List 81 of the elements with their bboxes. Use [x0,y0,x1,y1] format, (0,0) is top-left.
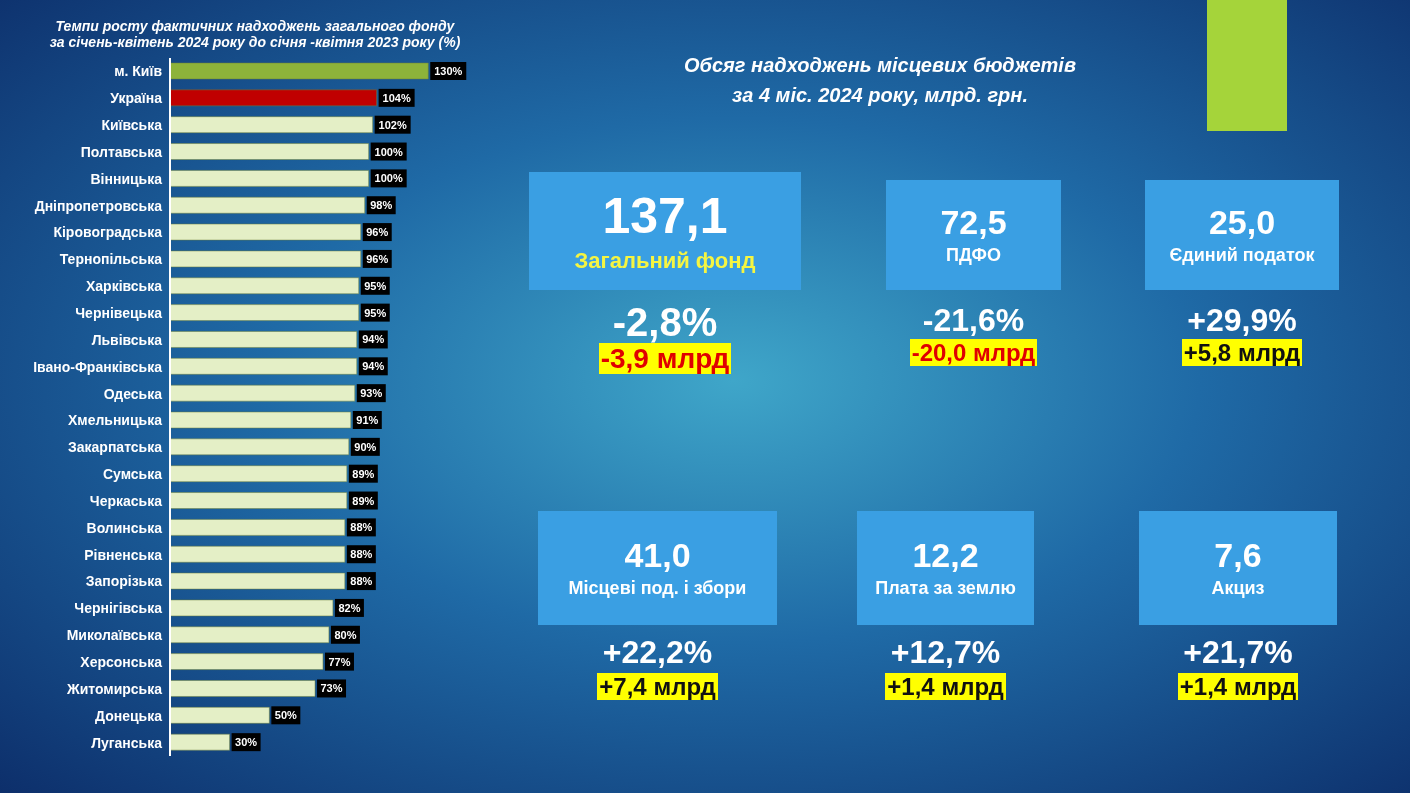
y-tick-label: Київська [101,117,163,134]
text: Загальний фонд [574,247,756,274]
y-tick-label: Вінницька [90,170,163,187]
y-tick-label: Львівська [91,331,163,348]
y-tick-label: Івано-Франківська [33,358,163,375]
text: 12,2 [912,535,979,575]
data-label: 130% [434,65,463,77]
data-label: 94% [362,333,385,346]
y-tick-label: Волинська [86,519,163,536]
data-label: 50% [274,709,298,722]
text: Обсяг надходжень місцевих бюджетів за 4 міс. 2024 року, млрд. грн. [683,53,1077,108]
bar [169,680,316,697]
text: -20,0 млрд [909,339,1038,366]
data-label: 95% [364,306,387,319]
text: Єдиний податок [1169,245,1315,267]
text: 72,5 [940,202,1007,242]
y-tick-label: Дніпропетровська [34,197,163,214]
data-label: 88% [350,548,373,561]
y-tick-label: Запорізька [85,573,163,590]
y-tick-label: Одеська [103,385,163,402]
text: 25,0 [1208,202,1276,242]
data-label: 94% [362,360,385,373]
y-tick-label: Рівненська [84,546,163,563]
text: +29,9% [1186,302,1298,339]
y-tick-label: м. Київ [114,63,163,80]
y-tick-label: Чернігівська [74,600,163,617]
data-label: 100% [374,145,403,158]
y-tick-label: Кіровоградська [53,224,163,241]
text: 137,1 [602,187,728,244]
data-label: 91% [356,414,379,426]
data-label: 88% [350,521,373,534]
y-tick-label: Херсонська [80,654,163,671]
text: -21,6% [921,302,1026,339]
data-label: 96% [366,226,389,239]
data-label: 95% [364,279,387,292]
text: -2,8% [611,300,719,345]
text: +22,2% [601,634,714,671]
data-label: 102% [378,118,407,131]
y-tick-label: Хмельницька [67,412,163,429]
text: -3,9 млрд [598,343,732,374]
y-tick-label: Луганська [91,734,163,751]
text: +21,7% [1182,634,1294,671]
y-tick-label: Україна [110,90,163,107]
data-label: 82% [338,601,361,614]
text: +12,7% [889,634,1002,671]
data-label: 88% [350,575,373,588]
data-label: 104% [382,91,411,104]
data-label: 90% [354,440,377,453]
text: Місцеві под. і збори [568,578,747,600]
data-label: 100% [374,172,403,185]
y-tick-label: Черкаська [89,492,163,509]
text: +5,8 млрд [1181,339,1303,366]
bar [169,653,324,670]
y-tick-label: Донецька [95,707,163,724]
data-label: 89% [352,494,375,507]
y-tick-label: Чернівецька [75,305,163,322]
data-label: 89% [352,467,375,480]
text: +7,4 млрд [597,673,718,700]
y-tick-label: Сумська [102,466,163,483]
chart-title: Темпи росту фактичних надходжень загального фонду за січень-квітень 2024 року до січня -квітня 2023 року (%) [48,18,462,50]
text: Акциз [1211,578,1265,600]
text: +1,4 млрд [1177,673,1299,700]
text: +1,4 млрд [885,673,1006,700]
data-label: 98% [370,199,393,212]
text: Плата за землю [875,578,1016,600]
y-tick-label: Миколаївська [66,627,163,644]
data-label: 93% [360,387,383,400]
text: 41,0 [624,535,691,575]
data-label: 73% [320,682,343,695]
y-tick-label: Закарпатська [67,439,163,456]
y-tick-label: Тернопільська [59,251,163,268]
y-tick-label: Харківська [85,278,163,295]
y-tick-label: Полтавська [80,143,163,160]
text: ПДФО [946,245,1001,267]
bar [169,707,270,724]
data-label: 80% [334,628,357,641]
data-label: 96% [366,252,389,265]
data-label: 30% [235,736,258,749]
data-label: 77% [328,655,351,668]
y-tick-label: Житомирська [66,680,163,697]
text: 7,6 [1214,535,1262,575]
